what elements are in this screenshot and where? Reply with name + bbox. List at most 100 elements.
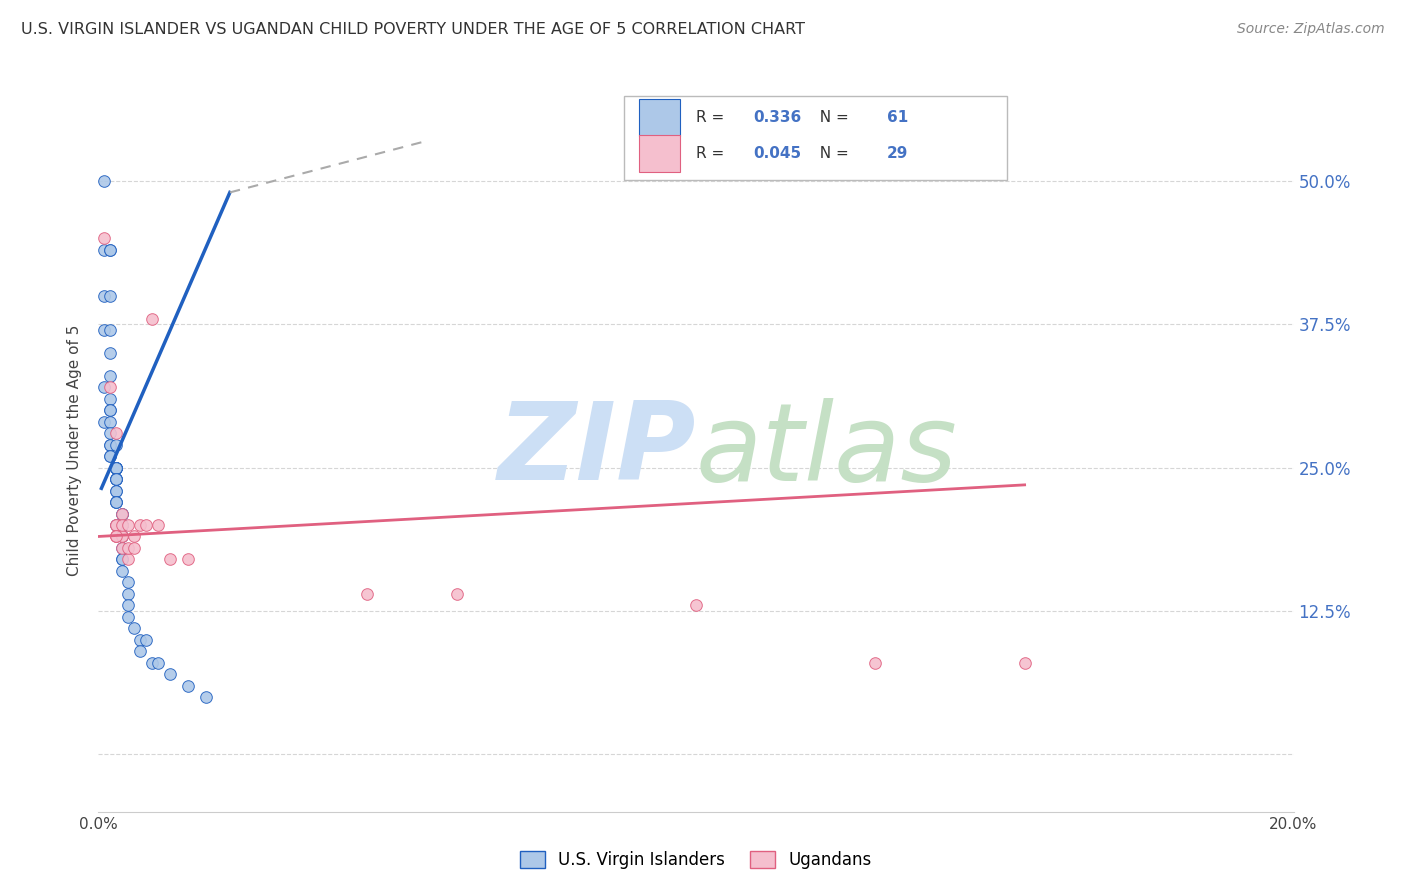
Legend: U.S. Virgin Islanders, Ugandans: U.S. Virgin Islanders, Ugandans: [513, 844, 879, 876]
Point: [195, 690, 218, 704]
Point: [117, 518, 139, 533]
Point: [93, 231, 115, 245]
Point: [98, 243, 122, 257]
Text: ZIP: ZIP: [498, 398, 696, 503]
Point: [98, 438, 122, 452]
Point: [446, 587, 468, 601]
Text: N =: N =: [810, 146, 853, 161]
Text: R =: R =: [696, 146, 730, 161]
Point: [105, 460, 128, 475]
Text: R =: R =: [696, 110, 730, 125]
Point: [148, 518, 170, 533]
Point: [124, 541, 146, 555]
Point: [141, 311, 163, 326]
Point: [93, 323, 115, 337]
Point: [356, 587, 378, 601]
Point: [129, 518, 152, 533]
Point: [111, 518, 134, 533]
Point: [105, 460, 128, 475]
Point: [177, 552, 200, 566]
Point: [111, 518, 134, 533]
Point: [111, 541, 134, 555]
Text: 29: 29: [887, 146, 908, 161]
Point: [105, 495, 128, 509]
Point: [117, 609, 139, 624]
Point: [98, 380, 122, 394]
Text: Source: ZipAtlas.com: Source: ZipAtlas.com: [1237, 22, 1385, 37]
Point: [105, 472, 128, 486]
Point: [865, 656, 887, 670]
Point: [117, 552, 139, 566]
Point: [98, 346, 122, 360]
Point: [98, 415, 122, 429]
FancyBboxPatch shape: [638, 99, 681, 136]
Point: [105, 518, 128, 533]
Point: [105, 529, 128, 543]
Point: [124, 621, 146, 635]
Point: [105, 438, 128, 452]
Text: 0.336: 0.336: [754, 110, 801, 125]
Point: [98, 403, 122, 417]
Point: [105, 460, 128, 475]
Point: [93, 380, 115, 394]
Point: [135, 632, 157, 647]
Point: [129, 644, 152, 658]
Point: [105, 518, 128, 533]
Y-axis label: Child Poverty Under the Age of 5: Child Poverty Under the Age of 5: [67, 325, 83, 576]
Point: [105, 460, 128, 475]
Point: [111, 552, 134, 566]
Point: [105, 472, 128, 486]
Point: [93, 243, 115, 257]
Point: [105, 529, 128, 543]
Point: [111, 507, 134, 521]
Point: [93, 415, 115, 429]
Point: [93, 174, 115, 188]
Point: [111, 529, 134, 543]
Point: [117, 587, 139, 601]
Text: 61: 61: [887, 110, 908, 125]
Text: 0.045: 0.045: [754, 146, 801, 161]
Point: [98, 288, 122, 302]
Point: [98, 243, 122, 257]
Point: [105, 495, 128, 509]
Point: [105, 426, 128, 441]
Point: [111, 552, 134, 566]
Point: [98, 438, 122, 452]
Point: [111, 518, 134, 533]
FancyBboxPatch shape: [638, 135, 681, 172]
Point: [111, 518, 134, 533]
Point: [111, 529, 134, 543]
Point: [105, 472, 128, 486]
Point: [105, 483, 128, 498]
Point: [141, 656, 163, 670]
Point: [117, 575, 139, 590]
Point: [129, 632, 152, 647]
Point: [98, 368, 122, 383]
Point: [111, 541, 134, 555]
Point: [105, 472, 128, 486]
Point: [105, 518, 128, 533]
Text: N =: N =: [810, 110, 853, 125]
Point: [148, 656, 170, 670]
Point: [111, 507, 134, 521]
Point: [98, 449, 122, 463]
FancyBboxPatch shape: [624, 96, 1007, 179]
Point: [98, 323, 122, 337]
Point: [105, 460, 128, 475]
Text: U.S. VIRGIN ISLANDER VS UGANDAN CHILD POVERTY UNDER THE AGE OF 5 CORRELATION CHA: U.S. VIRGIN ISLANDER VS UGANDAN CHILD PO…: [21, 22, 806, 37]
Point: [93, 288, 115, 302]
Point: [117, 541, 139, 555]
Point: [98, 426, 122, 441]
Point: [98, 403, 122, 417]
Point: [111, 507, 134, 521]
Point: [117, 599, 139, 613]
Point: [111, 564, 134, 578]
Point: [124, 529, 146, 543]
Point: [98, 449, 122, 463]
Point: [177, 679, 200, 693]
Point: [111, 529, 134, 543]
Text: atlas: atlas: [696, 398, 957, 503]
Point: [105, 495, 128, 509]
Point: [1014, 656, 1036, 670]
Point: [685, 599, 707, 613]
